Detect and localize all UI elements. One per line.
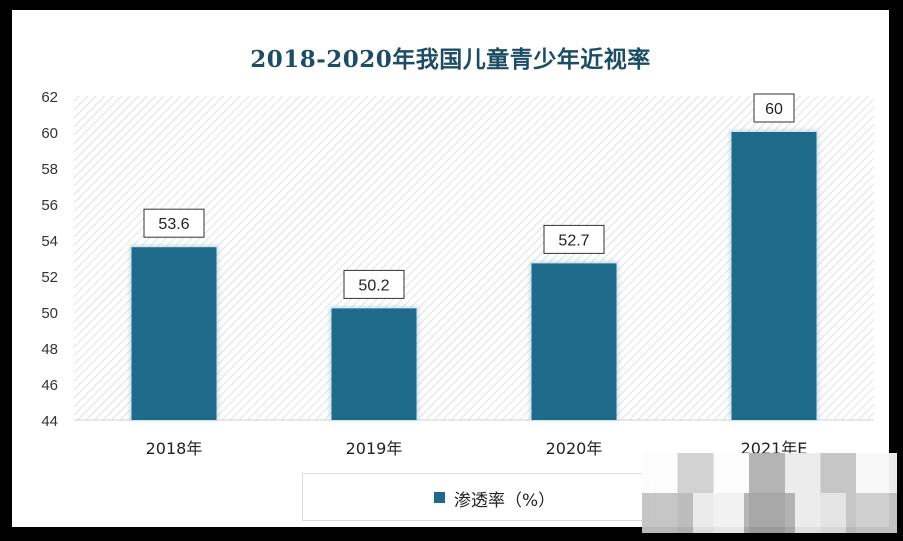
bar-chart: 44 46 48 50 52 54 56 58 60 62 53.6 2018年 50.2 2019年 52… [41,89,874,458]
chart-frame: 2018-2020年我国儿童青少年近视率 44 46 48 50 52 54 56 58 60 6… [12,10,897,533]
legend-swatch [434,492,445,503]
bar [531,263,617,420]
y-tick-label: 50 [41,305,58,322]
y-tick-label: 54 [41,233,58,250]
data-label-box [543,224,605,254]
bar [331,308,417,420]
x-tick-label: 2018年 [146,439,203,458]
bar [731,132,817,420]
data-label: 50.2 [358,277,389,294]
data-label-box [343,269,405,299]
y-tick-label: 44 [41,413,58,430]
chart-title: 2018-2020年我国儿童青少年近视率 [250,46,651,73]
x-tick-label: 2020年 [546,439,603,458]
legend: 渗透率（%） [302,473,656,521]
y-tick-label: 48 [41,341,58,358]
data-label-box [143,208,205,238]
y-tick-label: 52 [41,269,58,286]
y-tick-label: 60 [41,125,58,142]
watermark-blur [642,453,897,533]
y-tick-label: 46 [41,377,58,394]
data-label-box [753,93,795,123]
y-tick-label: 56 [41,197,58,214]
legend-label: 渗透率（%） [454,491,556,511]
bar [131,247,217,420]
x-tick-label: 2019年 [346,439,403,458]
data-label: 60 [765,101,783,118]
data-label: 53.6 [158,216,189,233]
y-tick-label: 62 [41,89,58,106]
data-label: 52.7 [558,232,589,249]
y-tick-label: 58 [41,161,58,178]
